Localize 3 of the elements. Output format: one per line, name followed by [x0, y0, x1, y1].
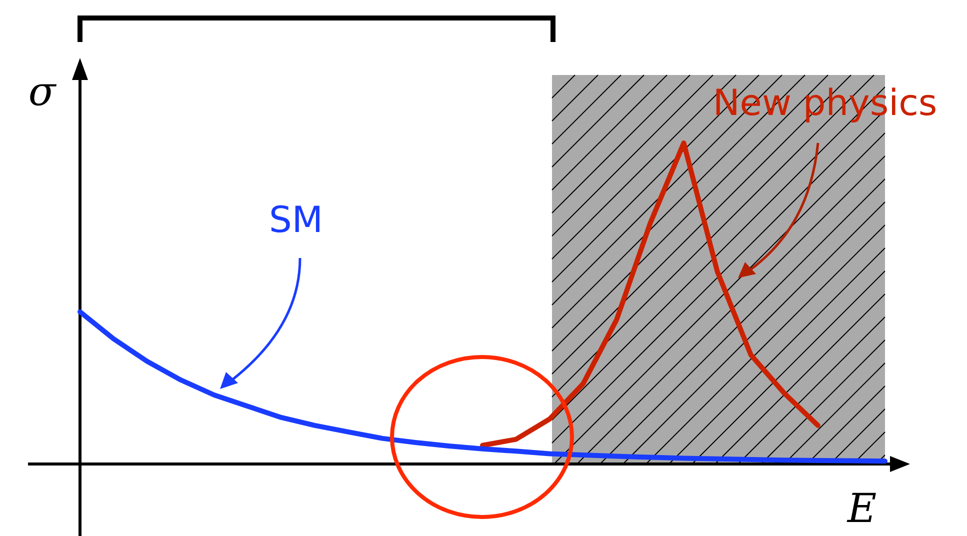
text: SM	[269, 200, 323, 241]
y-axis-title: σ	[28, 69, 58, 115]
x-axis-title: E	[846, 486, 877, 532]
